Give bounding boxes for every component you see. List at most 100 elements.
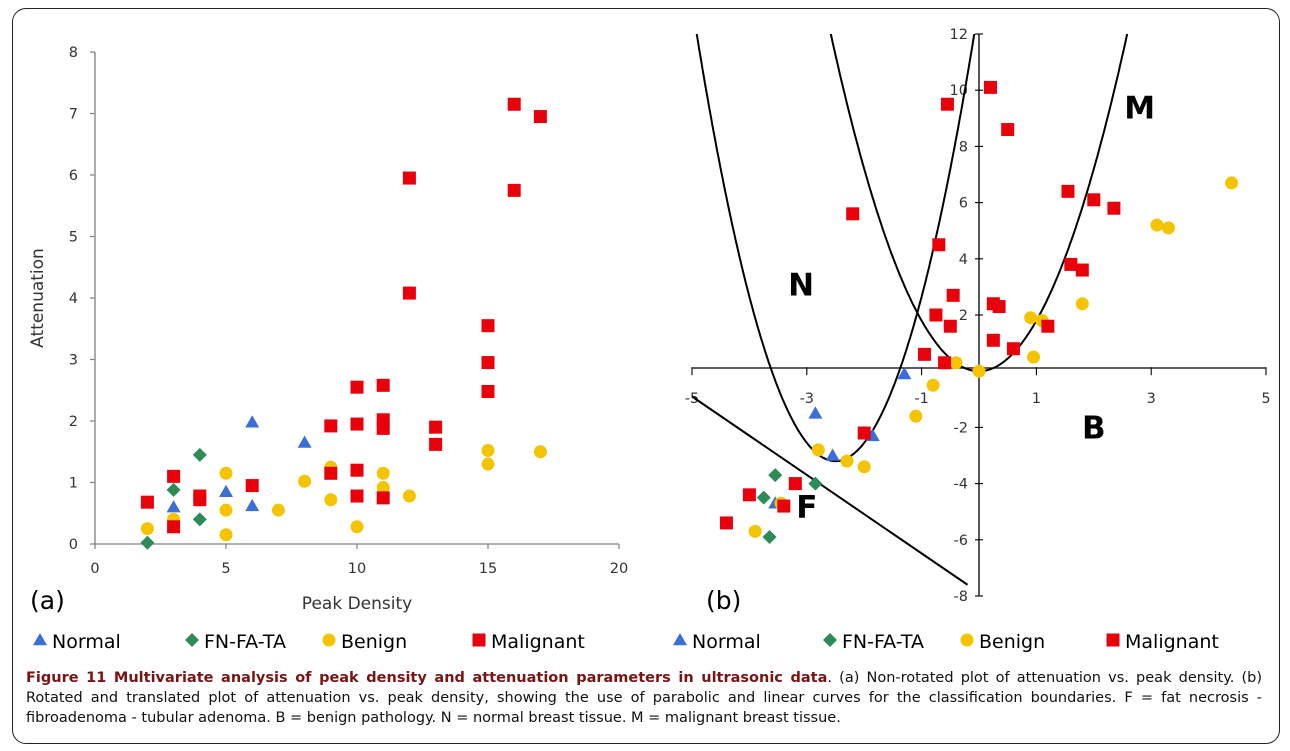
panel-a-point-malignant [376, 491, 390, 505]
panel-b-point-fn-fa-ta [808, 476, 823, 491]
panel-b-y-tick-label: -8 [954, 589, 968, 605]
panel-b-point-malignant [938, 356, 952, 370]
panel-a-y-tick-label: 6 [69, 168, 78, 184]
legend-a-marker-normal [33, 633, 47, 646]
legend-b-marker-malignant [1106, 633, 1120, 647]
panel-a-point-malignant [533, 110, 547, 124]
legend-b: Normal FN-FA-TA Benign Malignant [673, 631, 1219, 653]
caption-text: . (a) Non-rotated plot of attenuation vs… [26, 670, 1262, 726]
panel-b-point-malignant [788, 477, 802, 491]
panel-b-point-malignant [917, 347, 931, 361]
panel-a-x-tick-label: 0 [90, 561, 99, 577]
legend-b-label-benign: Benign [979, 631, 1045, 653]
panel-b-point-benign [1161, 221, 1175, 235]
panel-a-point-benign [481, 457, 495, 471]
panel-a-y-tick-label: 0 [69, 537, 78, 553]
panel-b-x-tick-label: -1 [914, 391, 928, 407]
panel-a-point-normal [245, 415, 260, 428]
panel-a-point-malignant [167, 520, 181, 534]
panel-b-region-label-b: B [1082, 411, 1106, 447]
panel-b-point-malignant [983, 80, 997, 94]
panel-b-point-benign [926, 378, 940, 392]
panel-b-point-malignant [1064, 257, 1078, 271]
panel-b-point-malignant [940, 97, 954, 111]
panel-b-point-normal [825, 448, 840, 461]
legend-a-label-malignant: Malignant [491, 631, 585, 653]
panel-a-point-benign [219, 466, 233, 480]
legend-a-marker-benign [322, 633, 336, 647]
panel-a-point-benign [140, 522, 154, 536]
panel-b-point-malignant [943, 319, 957, 333]
panel-b-y-tick-label: -2 [954, 420, 968, 436]
legend-a-label-normal: Normal [52, 631, 121, 653]
panel-b-label: (b) [706, 586, 741, 615]
panel-a-point-malignant [402, 171, 416, 185]
panel-a-point-fn-fa-ta [192, 447, 207, 462]
panel-a-point-malignant [481, 319, 495, 333]
legend-b-label-malignant: Malignant [1125, 631, 1219, 653]
panel-b-point-malignant [1087, 193, 1101, 207]
panel-b-x-tick-label: -3 [800, 391, 814, 407]
panel-b-point-malignant [946, 288, 960, 302]
panel-a-point-malignant [507, 183, 521, 197]
panel-b-point-malignant [846, 207, 860, 221]
panel-b-point-benign [909, 409, 923, 423]
panel-b-y-tick-label: -6 [954, 533, 968, 549]
panel-a-point-normal [219, 484, 233, 497]
panel-a-point-malignant [376, 378, 390, 392]
legend-b-marker-benign [960, 633, 974, 647]
panel-b-region-label-n: N [788, 267, 814, 303]
panel-b-point-benign [811, 443, 825, 457]
panel-a-point-normal [297, 435, 312, 448]
panel-a-point-benign [298, 474, 312, 488]
panel-b-point-malignant [986, 333, 1000, 347]
panel-b-point-benign [1075, 297, 1089, 311]
panel-b-y-tick-label: 8 [959, 139, 968, 155]
panel-a-y-tick-label: 4 [69, 291, 78, 307]
panel-a-point-benign [481, 444, 495, 458]
legend-a: Normal FN-FA-TA Benign Malignant [33, 631, 585, 653]
panel-a-label: (a) [30, 586, 65, 615]
panel-b-y-tick-label: -4 [954, 477, 968, 493]
panel-a-point-benign [376, 466, 390, 480]
panel-a-point-normal [245, 498, 260, 512]
panel-b-point-benign [1150, 218, 1164, 232]
panel-b-x-tick-label: -5 [685, 391, 699, 407]
panel-b-x-tick-label: 3 [1147, 391, 1156, 407]
panel-b-point-malignant [857, 426, 871, 440]
panel-a-point-malignant [324, 466, 338, 480]
panel-a-point-benign [219, 528, 233, 542]
panel-b-point-malignant [932, 238, 946, 252]
panel-b-point-benign [857, 460, 871, 474]
legend-a-marker-malignant [472, 633, 486, 647]
panel-a-x-tick-label: 5 [221, 561, 230, 577]
legend-b-label-fn-fa-ta: FN-FA-TA [842, 631, 924, 653]
panel-b-point-malignant [777, 499, 791, 513]
panel-b-y-tick-label: 2 [959, 308, 968, 324]
panel-a-point-fn-fa-ta [140, 535, 155, 550]
panel-a-x-tick-label: 20 [610, 561, 628, 577]
panel-a-point-malignant [245, 479, 259, 493]
panel-b-y-tick-label: 6 [959, 196, 968, 212]
panel-b-point-benign [972, 364, 986, 378]
panel-a-point-benign [376, 480, 390, 494]
panel-a-y-tick-label: 2 [69, 414, 78, 430]
legend-a-label-fn-fa-ta: FN-FA-TA [204, 631, 286, 653]
panel-b-y-tick-label: 4 [959, 252, 968, 268]
panel-a-point-fn-fa-ta [192, 512, 207, 527]
panel-b-boundary-parabola [695, 34, 976, 463]
panel-b-point-malignant [1006, 342, 1020, 356]
panel-a-x-axis-label: Peak Density [302, 594, 412, 614]
panel-a-point-benign [219, 503, 233, 517]
panel-a-point-malignant [167, 469, 181, 483]
panel-a-point-malignant [350, 417, 364, 431]
panel-a-point-malignant [350, 380, 364, 394]
legend-b-label-normal: Normal [692, 631, 761, 653]
panel-a-point-fn-fa-ta [166, 482, 181, 497]
figure-frame [12, 8, 1280, 744]
panel-a-point-benign [350, 520, 364, 534]
panel-b-point-benign [1027, 350, 1041, 364]
panel-a-y-tick-label: 1 [69, 476, 78, 492]
legend-b-marker-fn-fa-ta [823, 633, 837, 647]
panel-b-point-normal [808, 406, 823, 419]
